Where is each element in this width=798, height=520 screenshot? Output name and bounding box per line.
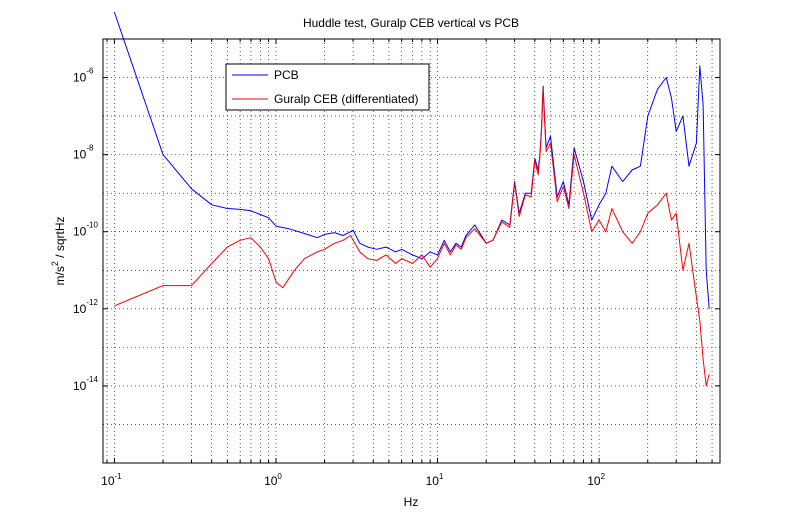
x-tick-label-exp: 2 [601,472,606,481]
y-axis-label-exponent: 2 [50,261,60,266]
y-tick-label-base: 10 [73,71,87,85]
y-tick-label-exp: -8 [86,144,94,153]
y-tick-label-exp: -12 [86,298,98,307]
y-axis-label: m/s2 / sqrtHz [50,216,67,285]
x-tick-label: 10-1 [101,472,122,488]
x-axis-label: Hz [404,495,419,509]
x-tick-label: 102 [587,472,605,488]
x-tick-label-base: 10 [101,474,115,488]
legend-box [225,63,430,111]
legend-label-guralp: Guralp CEB (differentiated) [274,92,419,106]
y-tick-label: 10-10 [73,221,98,239]
x-tick-label: 101 [426,472,444,488]
legend-label-pcb: PCB [274,68,299,82]
x-tick-label-exp: 0 [277,472,282,481]
y-tick-label: 10-6 [73,67,94,85]
x-tick-label: 100 [264,472,282,488]
y-tick-label-base: 10 [73,148,87,162]
y-tick-label-base: 10 [73,225,87,239]
y-tick-label-exp: -10 [86,221,98,230]
series-layer [113,11,710,387]
y-tick-label-base: 10 [73,302,87,316]
x-tick-label-base: 10 [264,474,278,488]
series-line-0 [113,11,710,309]
x-tick-label-exp: 1 [439,472,444,481]
legend: PCB Guralp CEB (differentiated) [225,63,430,111]
y-tick-label-exp: -14 [86,375,98,384]
y-axis-label-unit: m/s [53,266,67,285]
y-axis-label-tail: / sqrtHz [53,216,67,261]
y-tick-label: 10-8 [73,144,94,162]
y-tick-label: 10-12 [73,298,98,316]
y-tick-label: 10-14 [73,375,98,393]
chart-title: Huddle test, Guralp CEB vertical vs PCB [303,16,519,30]
y-tick-label-exp: -6 [86,67,94,76]
x-tick-label-base: 10 [587,474,601,488]
plot-frame [102,38,721,464]
x-tick-label-exp: -1 [115,472,123,481]
y-tick-label-base: 10 [73,379,87,393]
series-line-1 [114,88,710,387]
x-tick-label-base: 10 [426,474,440,488]
